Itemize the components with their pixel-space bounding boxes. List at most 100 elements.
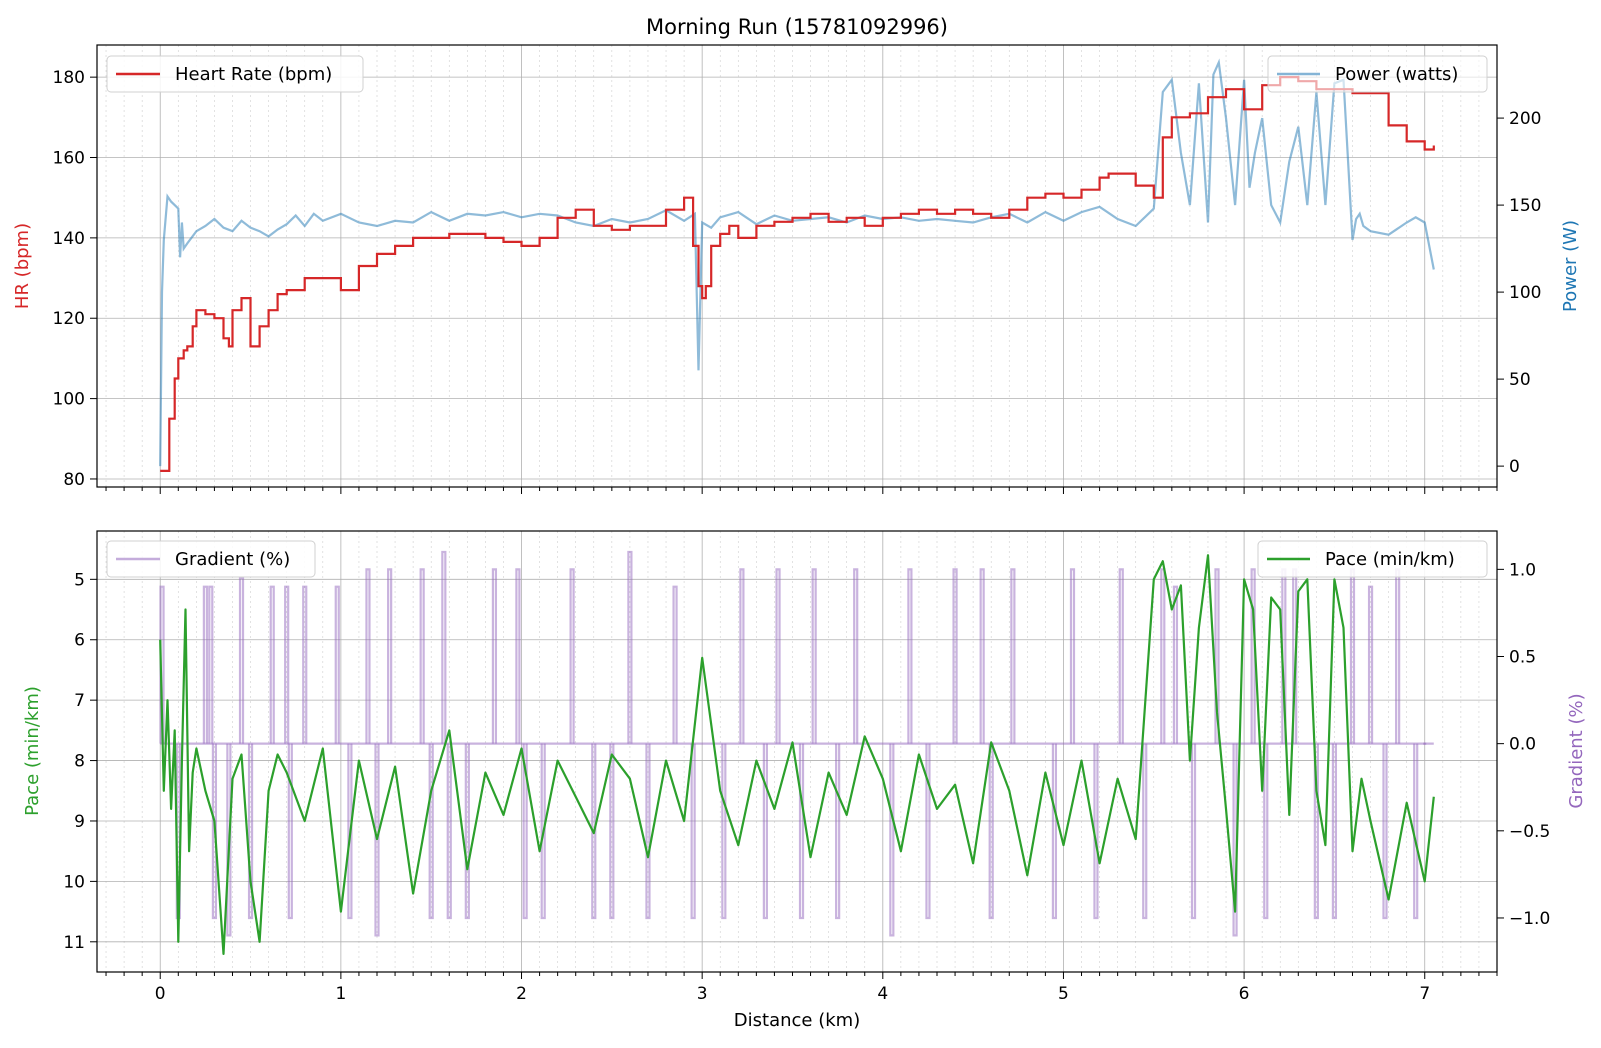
y-tick-label: 7 <box>74 691 85 711</box>
chart-title: Morning Run (15781092996) <box>646 15 948 39</box>
gradient-spike <box>811 568 817 744</box>
legend-gradient-box <box>106 540 316 578</box>
legend-gradient: Gradient (%) <box>106 540 316 578</box>
bottom-right-ticks: −1.0 −0.5 0.0 0.5 1.0 <box>1497 560 1550 929</box>
y-tick-label: 50 <box>1509 370 1531 390</box>
bottom-panel: 5 6 7 8 9 10 11 −1.0 −0.5 0.0 0.5 1.0 0 1 2 3 4 5 6 7 Pac… <box>22 530 1587 1031</box>
gradient-spike <box>1051 743 1058 920</box>
gradient-spike <box>441 550 447 744</box>
gradient-spike <box>302 585 308 744</box>
y-tick-label: 10 <box>63 872 85 892</box>
x-tick-label: 7 <box>1419 984 1430 1004</box>
gradient-spike <box>569 568 575 744</box>
gradient-spike <box>1367 585 1374 744</box>
legend-pace-box <box>1257 540 1488 578</box>
gradient-spike <box>1331 743 1338 920</box>
gradient-spike <box>672 585 678 744</box>
gradient-spike <box>428 743 434 920</box>
gradient-spike <box>627 550 633 744</box>
y-tick-label: −0.5 <box>1509 822 1550 842</box>
x-axis-label: Distance (km) <box>734 1010 860 1031</box>
gradient-spike <box>1160 568 1166 744</box>
gradient-spike <box>952 568 958 744</box>
top-right-axis-label: Power (W) <box>1560 220 1581 312</box>
gradient-spike <box>1142 743 1148 920</box>
y-tick-label: 200 <box>1509 109 1541 129</box>
legend-power-label: Power (watts) <box>1335 64 1458 85</box>
gradient-spike <box>925 743 931 920</box>
gradient-spike <box>835 743 841 920</box>
gradient-spike <box>988 743 994 920</box>
x-tick-label: 0 <box>155 984 166 1004</box>
x-tick-label: 1 <box>335 984 346 1004</box>
x-tick-label: 4 <box>877 984 888 1004</box>
y-tick-label: 180 <box>53 68 85 88</box>
gradient-spike <box>1382 743 1388 920</box>
top-right-ticks: 0 50 100 150 200 <box>1497 109 1541 477</box>
y-tick-label: 5 <box>74 570 85 590</box>
gradient-spike <box>269 585 275 744</box>
gradient-spike <box>690 743 696 920</box>
gradient-spike <box>334 585 340 744</box>
x-tick-label: 3 <box>697 984 708 1004</box>
gradient-spike <box>287 743 293 920</box>
y-tick-label: 9 <box>74 812 85 832</box>
bottom-x-ticks: 0 1 2 3 4 5 6 7 <box>105 972 1498 1004</box>
gradient-spike <box>522 743 528 920</box>
gradient-spike <box>775 568 781 744</box>
power-line <box>159 58 1435 467</box>
gradient-spike <box>609 743 615 920</box>
y-tick-label: 0 <box>1509 457 1520 477</box>
y-tick-label: 160 <box>53 149 85 169</box>
y-tick-label: 100 <box>53 390 85 410</box>
gradient-spike <box>491 568 498 744</box>
x-tick-label: 5 <box>1058 984 1069 1004</box>
top-left-axis-label: HR (bpm) <box>12 223 33 309</box>
top-x-ticks <box>105 487 1498 494</box>
legend-gradient-label: Gradient (%) <box>175 549 290 570</box>
gradient-spike <box>1172 585 1179 744</box>
gradient-spike <box>387 568 393 744</box>
gradient-spike <box>645 743 651 920</box>
legend-power: Power (watts) <box>1267 55 1488 93</box>
x-tick-label: 6 <box>1239 984 1250 1004</box>
gradient-spike <box>798 743 805 920</box>
legend-power-box <box>1267 55 1488 93</box>
y-tick-label: 80 <box>63 470 85 490</box>
legend-pace: Pace (min/km) <box>1257 540 1488 578</box>
gradient-spike <box>284 585 290 744</box>
gradient-spike <box>1214 568 1220 744</box>
legend-heart-rate-label: Heart Rate (bpm) <box>175 64 332 85</box>
y-tick-label: 0.5 <box>1509 648 1536 668</box>
gradient-spike <box>721 743 727 920</box>
gradient-spike <box>739 568 745 744</box>
gradient-spike <box>238 576 245 744</box>
gradient-spike <box>464 743 470 920</box>
legend-heart-rate: Heart Rate (bpm) <box>106 55 364 93</box>
bottom-plot-frame <box>96 530 1498 973</box>
bottom-left-ticks: 5 6 7 8 9 10 11 <box>63 570 97 953</box>
gradient-spike <box>1263 743 1269 920</box>
top-gridlines <box>97 45 1498 487</box>
top-plot-frame <box>96 44 1498 488</box>
gradient-spike <box>446 743 452 920</box>
top-hr-series <box>160 76 1435 472</box>
y-tick-label: 1.0 <box>1509 560 1536 580</box>
y-tick-label: 120 <box>53 309 85 329</box>
gradient-spike <box>1118 568 1124 744</box>
top-power-series <box>159 58 1435 467</box>
y-tick-label: 11 <box>63 933 85 953</box>
x-tick-label: 2 <box>516 984 527 1004</box>
gradient-spike <box>419 568 425 744</box>
y-tick-label: 150 <box>1509 196 1541 216</box>
gradient-spike <box>1069 568 1076 744</box>
gradient-spike <box>247 743 254 920</box>
gradient-spike <box>889 743 895 937</box>
gradient-spike <box>374 743 380 937</box>
gradient-spike <box>1190 743 1197 920</box>
gradient-spike <box>853 568 859 744</box>
gradient-spike <box>202 585 208 744</box>
y-tick-label: −1.0 <box>1509 909 1550 929</box>
